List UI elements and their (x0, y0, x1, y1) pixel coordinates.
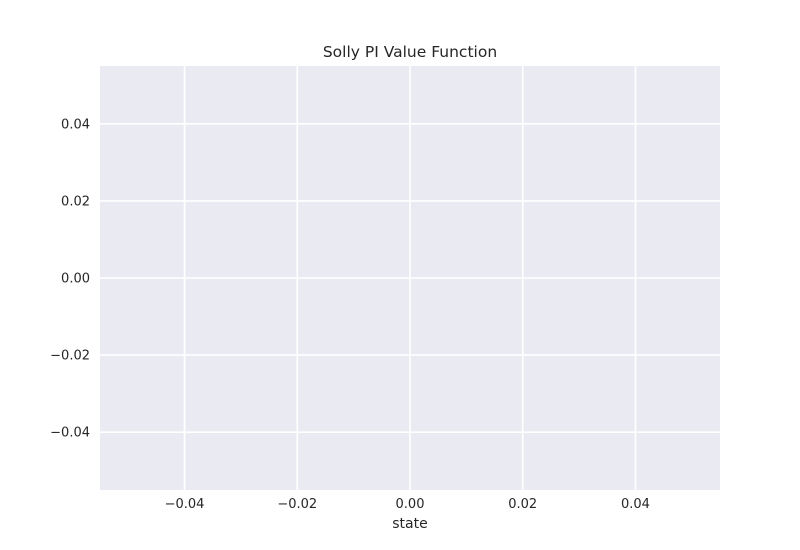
x-axis-label: state (392, 516, 427, 532)
x-tick-labels: −0.04 −0.02 0.00 0.02 0.04 (165, 497, 650, 512)
x-tick-label: 0.02 (508, 497, 537, 512)
x-tick-label: −0.04 (165, 497, 205, 512)
y-tick-labels: −0.04 −0.02 0.00 0.02 0.04 (50, 117, 90, 440)
x-tick-label: 0.04 (621, 497, 650, 512)
x-tick-label: −0.02 (277, 497, 317, 512)
y-tick-label: 0.04 (61, 117, 90, 132)
x-tick-label: 0.00 (396, 497, 425, 512)
y-gridlines (100, 123, 720, 433)
chart-title: Solly PI Value Function (323, 43, 497, 61)
y-tick-label: 0.00 (61, 272, 90, 287)
y-tick-label: 0.02 (61, 194, 90, 209)
y-tick-label: −0.04 (50, 426, 90, 441)
y-tick-label: −0.02 (50, 349, 90, 364)
